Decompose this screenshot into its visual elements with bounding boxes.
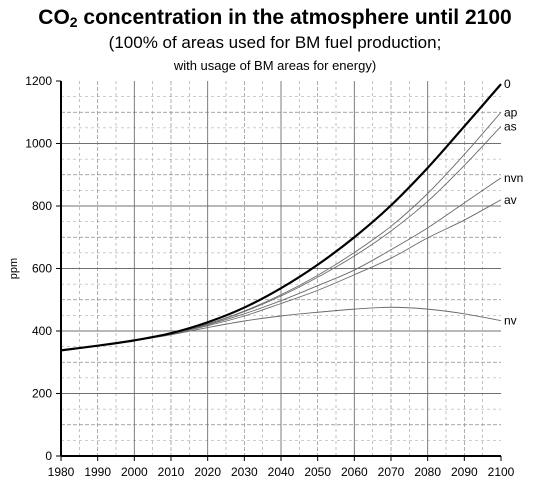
series-label-nvn: nvn	[504, 171, 523, 185]
x-tick-label: 2100	[488, 465, 515, 479]
y-tick-label: 200	[32, 387, 52, 401]
series-label-0: 0	[504, 77, 511, 91]
y-tick-label: 600	[32, 262, 52, 276]
x-tick-label: 1990	[84, 465, 111, 479]
y-tick-label: 0	[45, 449, 52, 463]
x-tick-label: 2010	[158, 465, 185, 479]
y-tick-label: 1200	[25, 74, 52, 88]
series-label-ap: ap	[504, 105, 518, 119]
series-label-as: as	[504, 119, 517, 133]
y-tick-label: 1000	[25, 137, 52, 151]
chart-subtitle-line2: with usage of BM areas for energy)	[173, 58, 377, 73]
x-tick-label: 2000	[121, 465, 148, 479]
series-label-av: av	[504, 193, 517, 207]
x-tick-label: 2080	[414, 465, 441, 479]
series-line-0	[60, 83, 502, 352]
chart-subtitle-line1: (100% of areas used for BM fuel producti…	[108, 33, 442, 52]
x-tick-label: 2050	[304, 465, 331, 479]
y-axis-label: ppm	[8, 258, 20, 279]
series-layer	[60, 83, 502, 352]
x-tick-label: 1980	[48, 465, 75, 479]
x-tick-label: 2060	[341, 465, 368, 479]
chart-title: CO2 concentration in the atmosphere unti…	[38, 6, 512, 30]
y-tick-label: 800	[32, 199, 52, 213]
grid-layer	[61, 81, 501, 456]
x-tick-label: 2090	[451, 465, 478, 479]
x-tick-label: 2020	[194, 465, 221, 479]
y-tick-label: 400	[32, 324, 52, 338]
x-tick-label: 2070	[378, 465, 405, 479]
x-tick-label: 2030	[231, 465, 258, 479]
x-tick-label: 2040	[268, 465, 295, 479]
series-label-nv: nv	[504, 314, 517, 328]
axis-layer: 0 200 400 600 800 1000 1200 1980 1990 2000 2010 202…	[8, 74, 515, 479]
